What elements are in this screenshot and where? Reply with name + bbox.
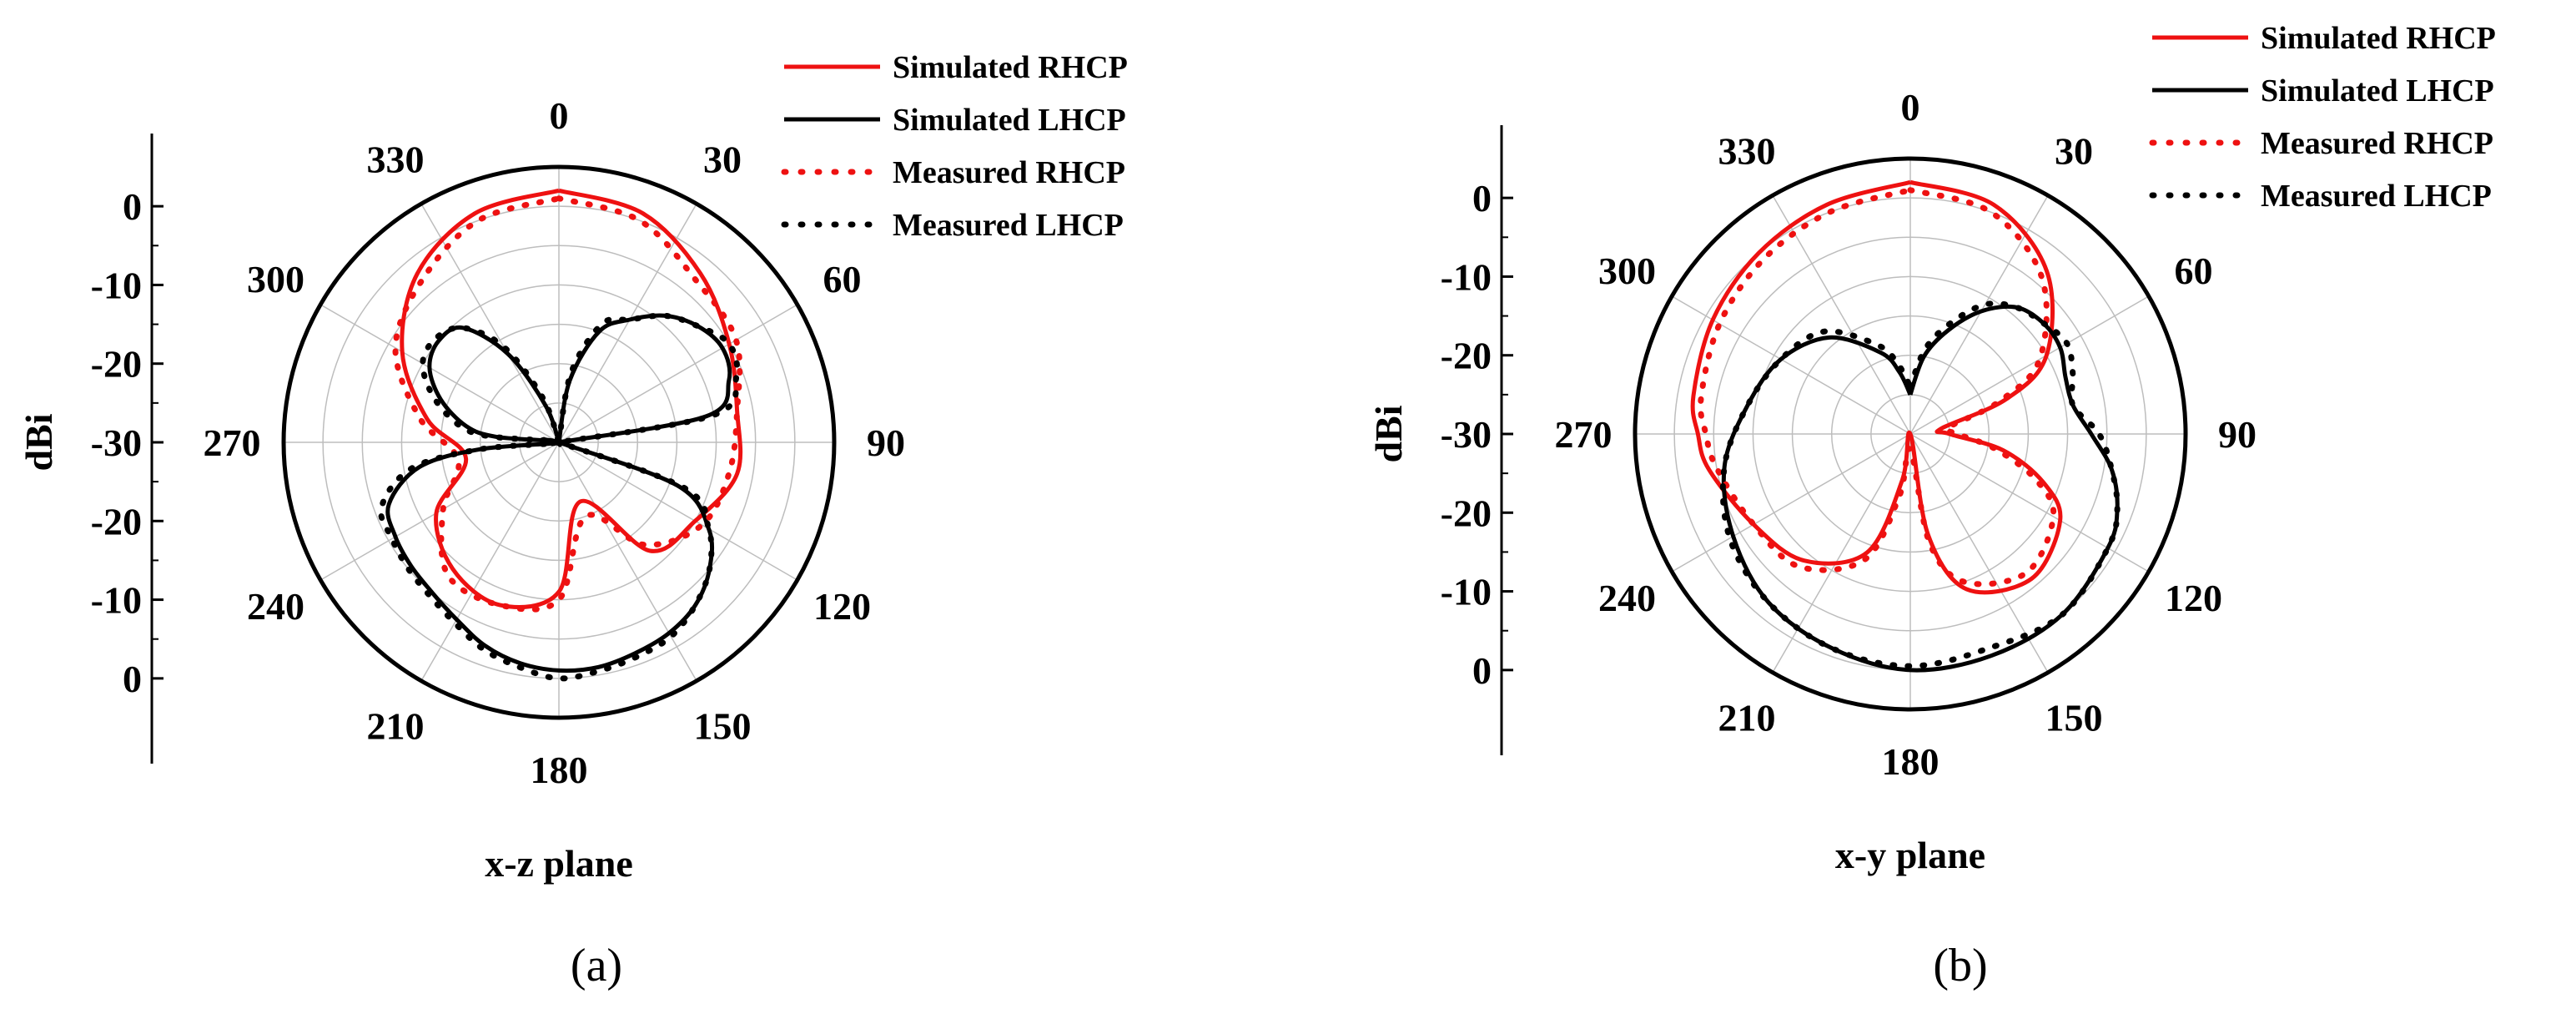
grid-spoke: [558, 203, 697, 443]
angle-tick-label: 180: [1882, 740, 1940, 783]
legend-label: Measured RHCP: [893, 155, 1125, 190]
angle-tick-label: 240: [1598, 577, 1656, 619]
angle-tick-label: 300: [247, 258, 304, 300]
radial-tick-label: -10: [1441, 255, 1492, 298]
angle-tick-label: 120: [813, 585, 871, 628]
angle-tick-label: 90: [867, 421, 905, 464]
plane-label: x-y plane: [1835, 834, 1985, 876]
radial-tick-label: -30: [1441, 413, 1492, 456]
grid-spoke: [558, 304, 798, 443]
angle-tick-label: 30: [703, 139, 742, 181]
radial-tick-label: -10: [1441, 571, 1492, 613]
angle-tick-label: 120: [2165, 577, 2222, 619]
series-simulated-rhcp: [400, 188, 743, 609]
angle-tick-label: 0: [1901, 86, 1920, 129]
grid-spoke: [558, 441, 697, 682]
angle-tick-label: 240: [247, 585, 304, 628]
legend: Simulated RHCP Simulated LHCP Measured RHC…: [2149, 21, 2496, 214]
radial-tick-label: -20: [91, 343, 142, 386]
panel-caption: (b): [1933, 940, 1987, 991]
grid-spoke: [1909, 194, 2049, 435]
legend-label: Measured LHCP: [893, 208, 1124, 243]
legend-label: Measured LHCP: [2261, 179, 2492, 214]
legend-label: Measured RHCP: [2261, 126, 2493, 161]
radial-tick-label: -30: [91, 421, 142, 464]
angle-tick-label: 60: [823, 258, 861, 300]
grid-spoke: [420, 203, 560, 443]
angle-tick-label: 0: [550, 94, 569, 137]
legend-label: Simulated LHCP: [2261, 73, 2494, 108]
grid-spoke: [1909, 433, 2150, 573]
angle-tick-label: 30: [2055, 130, 2093, 173]
radial-tick-label: -10: [91, 264, 142, 306]
outer-circle: [1633, 156, 2188, 712]
radial-tick-label: 0: [123, 658, 142, 700]
series-simulated-rhcp: [1690, 179, 2063, 595]
series-measured-lhcp: [378, 312, 741, 682]
angle-tick-label: 270: [204, 421, 261, 464]
radial-tick-label: -10: [91, 579, 142, 622]
legend-label: Simulated RHCP: [893, 50, 1128, 85]
radial-tick-label: -20: [1441, 335, 1492, 377]
polar-panel-1: 0 30 60 90 120 150 180 210 240 270 300 330 0 -10 -20 -3…: [18, 50, 1128, 991]
radial-tick-label: 0: [123, 185, 142, 228]
angle-tick-label: 210: [367, 704, 425, 747]
legend-label: Simulated RHCP: [2261, 21, 2496, 56]
angle-tick-label: 270: [1555, 413, 1613, 456]
radial-axis-label: dBi: [1367, 405, 1410, 462]
grid-spoke: [319, 304, 560, 443]
grid-spoke: [1909, 295, 2150, 435]
angle-tick-label: 330: [1718, 130, 1776, 173]
angle-tick-label: 180: [531, 749, 588, 791]
polar-panel-2: 0 30 60 90 120 150 180 210 240 270 300 330 0 -10 -20 -3…: [1367, 21, 2496, 991]
series-simulated-lhcp: [385, 313, 732, 674]
legend: Simulated RHCP Simulated LHCP Measured RHC…: [781, 50, 1128, 243]
series-measured-lhcp: [1719, 300, 2121, 669]
grid-spoke: [420, 441, 560, 682]
grid-spoke: [1671, 295, 1911, 435]
angle-tick-label: 150: [694, 704, 752, 747]
angle-tick-label: 210: [1718, 696, 1776, 739]
grid-spoke: [558, 441, 798, 581]
outer-circle: [281, 164, 837, 720]
radial-axis-label: dBi: [18, 413, 60, 471]
legend-label: Simulated LHCP: [893, 103, 1126, 138]
plane-label: x-z plane: [485, 842, 633, 885]
grid-spoke: [1671, 433, 1911, 573]
radial-tick-label: 0: [1472, 649, 1492, 692]
radial-tick-label: -20: [91, 500, 142, 542]
angle-tick-label: 150: [2045, 696, 2103, 739]
grid-spoke: [1772, 433, 1911, 674]
radial-tick-label: 0: [1472, 177, 1492, 219]
series-measured-rhcp: [1698, 187, 2057, 588]
angle-tick-label: 330: [367, 139, 425, 181]
radial-tick-label: -20: [1441, 492, 1492, 534]
angle-tick-label: 60: [2174, 250, 2212, 292]
angle-tick-label: 90: [2218, 413, 2257, 456]
angle-tick-label: 300: [1598, 250, 1656, 292]
grid-spoke: [319, 441, 560, 581]
panel-caption: (a): [571, 940, 622, 991]
